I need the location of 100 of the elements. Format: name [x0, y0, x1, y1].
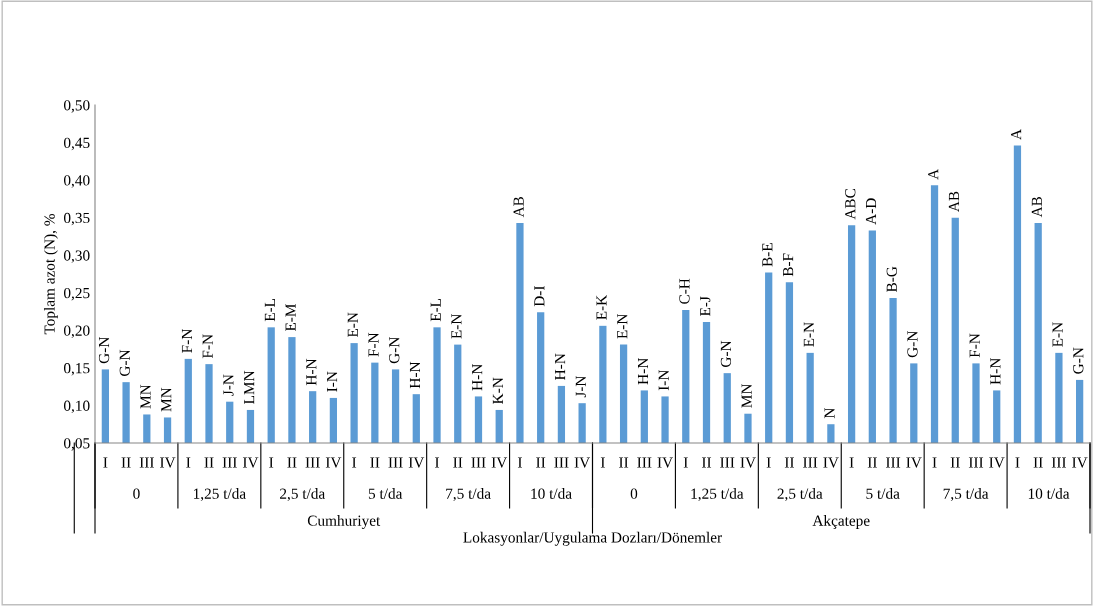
data-label: MN [161, 387, 172, 412]
data-label: F-N [969, 333, 980, 358]
x-tick-label: IV [160, 457, 176, 468]
data-label: G-N [389, 337, 400, 364]
text: 7,5 t/da [446, 488, 491, 502]
data-label: E-N [617, 313, 628, 339]
x-tick-label: I [766, 457, 771, 468]
text: 5 t/da [368, 488, 403, 499]
x-axis-title: Lokasyonlar/Uygulama Dozları/Dönemler [463, 531, 722, 546]
x-tick-label: IV [657, 457, 673, 468]
data-label: E-N [347, 312, 358, 338]
text: 0 [133, 488, 140, 499]
y-tick-label: 0,25 [63, 287, 90, 301]
data-label: B-E [762, 243, 773, 267]
x-tick-label: IV [574, 457, 591, 468]
data-label: H-N [637, 358, 648, 385]
x-tick-label: III [968, 457, 984, 468]
y-axis-title: Toplam azot (N), % [43, 213, 58, 335]
x-tick-label: I [186, 457, 191, 468]
x-tick-label: II [1033, 457, 1043, 468]
x-tick-label: IV [906, 457, 922, 468]
x-tick-label: II [536, 457, 546, 468]
x-tick-label: III [222, 457, 237, 468]
x-tick-label: III [554, 457, 569, 468]
y-tick-label: 0,35 [63, 212, 90, 226]
text: 0 [630, 488, 638, 499]
data-label: E-N [803, 322, 814, 347]
text: 1,25 t/da [691, 488, 744, 502]
data-label: N [824, 407, 835, 419]
y-tick-label: 0,50 [63, 100, 90, 113]
x-tick-label: I [435, 457, 440, 468]
x-tick-label: III [139, 457, 154, 468]
data-label: E-N [1052, 322, 1063, 347]
data-label: G-N [1073, 347, 1084, 374]
data-label: AB [513, 196, 524, 218]
data-label: F-N [368, 332, 379, 357]
x-tick-label: I [600, 457, 605, 468]
text: Cumhuriyet [307, 515, 381, 529]
x-tick-label: I [1015, 457, 1020, 468]
data-label: G-N [720, 340, 732, 367]
text: 10 t/da [1028, 488, 1070, 499]
data-label: ABC [845, 189, 856, 220]
y-tick-label: 0,05 [63, 438, 90, 451]
data-label: A [1011, 129, 1022, 140]
y-tick-label: 0,10 [63, 400, 90, 414]
data-label: F-N [202, 334, 213, 359]
data-label: MN [140, 384, 151, 409]
x-tick-label: IV [823, 457, 839, 468]
data-label: G-N [98, 337, 110, 364]
data-label: H-N [306, 358, 317, 386]
text: 7,5 t/da [943, 488, 989, 502]
data-label: G-N [119, 349, 130, 376]
data-label: E-L [430, 298, 441, 322]
x-tick-label: III [388, 457, 403, 468]
x-tick-label: IV [740, 457, 756, 468]
data-label: H-N [555, 353, 566, 380]
x-tick-label: I [849, 457, 854, 468]
data-label: H-N [409, 361, 420, 389]
data-label: AB [948, 191, 959, 212]
data-label: F-N [181, 329, 192, 353]
y-tick-label: 0,30 [63, 250, 90, 263]
text: Akçatepe [812, 515, 870, 529]
data-label: I-N [658, 370, 669, 391]
x-tick-label: II [370, 457, 380, 468]
data-label: K-N [492, 377, 503, 404]
x-tick-label: II [121, 457, 131, 468]
text: 2,5 t/da [777, 488, 823, 502]
data-label: AB [1031, 196, 1042, 218]
x-tick-label: I [352, 457, 357, 468]
x-tick-label: IV [989, 457, 1005, 468]
text: 10 t/da [531, 488, 572, 499]
x-tick-label: IV [408, 457, 425, 468]
x-tick-label: II [867, 457, 877, 468]
text: 2,5 t/da [280, 488, 325, 502]
text: 5 t/da [866, 488, 900, 499]
x-tick-label: III [637, 457, 652, 468]
x-tick-label: I [103, 457, 108, 468]
data-label: D-I [534, 286, 545, 307]
x-tick-label: III [803, 457, 818, 468]
data-label: B-G [886, 266, 897, 293]
data-label: E-K [596, 294, 607, 320]
data-label: A [928, 168, 939, 180]
data-label: MN [741, 383, 752, 408]
data-label: E-J [700, 296, 711, 317]
x-tick-label: IV [325, 457, 342, 468]
x-tick-label: IV [1072, 457, 1088, 468]
data-label: A-D [865, 198, 877, 225]
x-tick-label: II [784, 457, 794, 468]
data-label: G-N [907, 331, 918, 358]
x-tick-label: IV [242, 457, 259, 468]
x-tick-label: II [453, 457, 463, 468]
x-tick-label: III [1051, 457, 1066, 468]
data-label: J-N [575, 375, 586, 398]
data-label: E-M [285, 303, 296, 332]
x-tick-label: III [885, 457, 901, 468]
y-tick-label: 0,40 [63, 175, 90, 188]
x-tick-label: I [517, 457, 522, 468]
x-tick-label: II [204, 457, 214, 468]
x-tick-label: II [950, 457, 960, 468]
x-tick-label: I [932, 457, 937, 468]
